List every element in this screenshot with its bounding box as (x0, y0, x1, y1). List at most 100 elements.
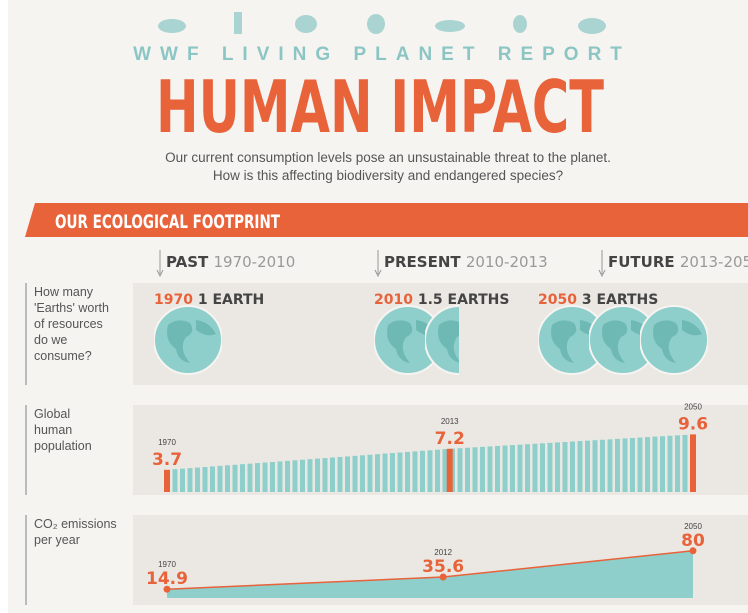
population-stripe (390, 453, 395, 492)
population-stripe (435, 449, 440, 492)
earth-globes (374, 305, 459, 375)
population-stripe (660, 436, 665, 492)
earth-label: 2010 1.5 EARTHS (374, 292, 509, 308)
population-stripe (645, 437, 650, 492)
population-stripe (180, 468, 185, 492)
population-stripe (502, 445, 508, 492)
population-stripe (367, 454, 373, 492)
population-stripe (285, 460, 290, 492)
population-stripe (240, 464, 245, 492)
row-label: of resources (34, 317, 103, 331)
population-bar (446, 448, 453, 492)
globe (538, 305, 606, 375)
population-stripe (532, 443, 538, 492)
earth-text: 3 EARTHS (582, 292, 659, 308)
co2-area (167, 550, 693, 598)
population-stripe (622, 438, 628, 492)
population-stripe (345, 456, 350, 492)
population-stripe (315, 458, 320, 492)
row-label: 'Earths' worth (34, 301, 109, 315)
globe (154, 305, 222, 375)
population-stripe (480, 446, 485, 492)
population-stripe (427, 450, 433, 492)
earth-text: 1.5 EARTHS (418, 292, 510, 308)
population-stripe (270, 461, 275, 492)
population-stripe (630, 437, 635, 492)
earth-year: 1970 (154, 292, 193, 308)
population-stripe (375, 454, 380, 492)
globe (425, 305, 459, 375)
globe-land (602, 320, 651, 363)
population-stripe (187, 468, 193, 492)
population-stripe (442, 449, 448, 492)
population-stripe (405, 451, 410, 492)
row-label: population (34, 439, 92, 453)
main-title: HUMAN IMPACT (156, 65, 604, 149)
globe-land (438, 320, 459, 363)
earth-label: 1970 1 EARTH (154, 292, 264, 308)
population-stripe (322, 458, 328, 492)
population-stripe (585, 440, 590, 492)
population-stripe (577, 441, 583, 492)
globe-land (387, 320, 436, 363)
population-stripe (172, 469, 178, 492)
row-label: per year (34, 533, 80, 547)
period-label: PAST 1970-2010 (166, 253, 295, 271)
section-band (25, 203, 748, 237)
row-label: human (34, 423, 72, 437)
co2-point (439, 573, 447, 581)
population-stripe (652, 436, 658, 492)
population-stripe (637, 437, 643, 492)
point-year: 2050 (684, 402, 702, 411)
population-stripe (225, 465, 230, 492)
population-stripe (210, 466, 215, 492)
point-year: 2012 (434, 548, 452, 557)
period-arrowhead (374, 269, 382, 278)
population-stripe (607, 439, 613, 492)
point-value: 35.6 (422, 557, 464, 577)
population-bar (164, 469, 170, 492)
population-stripe (382, 453, 388, 492)
earth-globes (538, 305, 708, 375)
globe-land (167, 320, 216, 363)
population-stripe (540, 443, 545, 492)
period-name: FUTURE (608, 253, 675, 271)
point-value: 14.9 (146, 569, 188, 589)
animal-icons (158, 12, 606, 34)
point-value: 3.7 (152, 450, 182, 470)
point-year: 1970 (158, 438, 176, 447)
section-title: OUR ECOLOGICAL FOOTPRINT (55, 211, 280, 233)
co2-point (163, 585, 171, 593)
period-range: 2013-2050 (680, 253, 748, 271)
population-stripe (525, 444, 530, 492)
row-label: CO₂ emissions (34, 517, 117, 531)
population-stripe (615, 438, 620, 492)
population-stripe (330, 457, 335, 492)
population-stripe (555, 442, 560, 492)
population-stripe (217, 465, 223, 492)
population-stripe (232, 464, 238, 492)
globe-sea (640, 305, 708, 375)
population-stripe (255, 463, 260, 492)
population-stripe (667, 435, 673, 492)
population-stripe (547, 442, 553, 492)
subtitle: Our current consumption levels pose an u… (165, 150, 611, 165)
earth-year: 2010 (374, 292, 413, 308)
period-arrowhead (156, 269, 164, 278)
period-arrowhead (598, 269, 606, 278)
population-stripe (277, 461, 283, 492)
earth-globes (154, 305, 222, 375)
population-stripe (495, 445, 500, 492)
point-value: 9.6 (678, 414, 708, 434)
row-label: Global (34, 407, 70, 421)
point-value: 7.2 (435, 429, 465, 449)
population-stripe (472, 447, 478, 492)
co2-point (689, 547, 697, 555)
period-label: PRESENT 2010-2013 (384, 253, 548, 271)
population-bar (690, 434, 696, 492)
population-stripe (682, 434, 688, 492)
population-stripe (510, 445, 515, 492)
population-stripe (412, 451, 418, 492)
population-stripe (292, 460, 298, 492)
population-stripe (675, 435, 680, 492)
